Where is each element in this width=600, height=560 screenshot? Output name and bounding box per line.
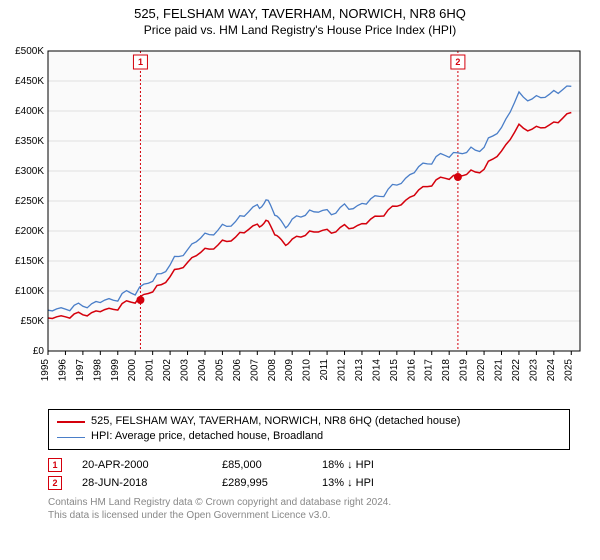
legend: 525, FELSHAM WAY, TAVERHAM, NORWICH, NR8… [48,409,570,450]
svg-text:2009: 2009 [284,359,295,382]
svg-text:2007: 2007 [249,359,260,382]
svg-text:2003: 2003 [180,359,191,382]
svg-text:£400K: £400K [15,106,44,117]
svg-text:2005: 2005 [214,359,225,382]
marker-row-2: 2 28-JUN-2018 £289,995 13% ↓ HPI [48,474,570,492]
svg-text:2014: 2014 [371,359,382,382]
chart-area: £0 £50K £100K £150K £200K £250K £300K £350K £400… [0,41,600,401]
svg-text:2000: 2000 [127,359,138,382]
marker-date-2: 28-JUN-2018 [82,477,202,489]
svg-text:£450K: £450K [15,76,44,87]
attribution: Contains HM Land Registry data © Crown c… [48,496,570,522]
svg-text:2016: 2016 [406,359,417,382]
svg-text:£200K: £200K [15,226,44,237]
chart-title: 525, FELSHAM WAY, TAVERHAM, NORWICH, NR8… [0,0,600,21]
svg-text:1996: 1996 [57,359,68,382]
svg-text:£300K: £300K [15,166,44,177]
svg-text:2017: 2017 [424,359,435,382]
marker-price-1: £85,000 [222,459,302,471]
svg-text:2015: 2015 [389,359,400,382]
svg-text:2022: 2022 [511,359,522,382]
attribution-line-2: This data is licensed under the Open Gov… [48,509,570,522]
marker-badge-1: 1 [48,458,62,472]
svg-text:2020: 2020 [476,359,487,382]
svg-text:£350K: £350K [15,136,44,147]
svg-text:£0: £0 [33,346,45,357]
svg-text:£100K: £100K [15,286,44,297]
svg-text:2001: 2001 [145,359,156,382]
svg-text:2010: 2010 [302,359,313,382]
svg-text:1998: 1998 [92,359,103,382]
svg-text:£50K: £50K [21,316,45,327]
svg-text:2: 2 [455,57,460,67]
svg-text:2021: 2021 [494,359,505,382]
svg-text:2006: 2006 [232,359,243,382]
svg-text:2019: 2019 [459,359,470,382]
svg-text:2002: 2002 [162,359,173,382]
line-chart-svg: £0 £50K £100K £150K £200K £250K £300K £350K £400… [0,41,600,401]
svg-text:2024: 2024 [546,359,557,382]
marker-table: 1 20-APR-2000 £85,000 18% ↓ HPI 2 28-JUN… [48,456,570,492]
svg-text:2023: 2023 [528,359,539,382]
marker-diff-2: 13% ↓ HPI [322,477,422,489]
marker-diff-1: 18% ↓ HPI [322,459,422,471]
svg-text:1997: 1997 [75,359,86,382]
svg-text:£500K: £500K [15,46,44,57]
svg-text:2011: 2011 [319,359,330,381]
svg-text:1999: 1999 [110,359,121,382]
legend-row-property: 525, FELSHAM WAY, TAVERHAM, NORWICH, NR8… [57,414,561,429]
legend-swatch-hpi [57,437,85,438]
svg-text:2025: 2025 [563,359,574,382]
svg-text:£250K: £250K [15,196,44,207]
svg-text:2012: 2012 [337,359,348,382]
svg-text:2004: 2004 [197,359,208,382]
svg-text:2008: 2008 [267,359,278,382]
svg-text:2018: 2018 [441,359,452,382]
marker-date-1: 20-APR-2000 [82,459,202,471]
marker-badge-2: 2 [48,476,62,490]
marker-price-2: £289,995 [222,477,302,489]
legend-label-hpi: HPI: Average price, detached house, Broa… [91,429,323,444]
svg-text:£150K: £150K [15,256,44,267]
svg-text:2013: 2013 [354,359,365,382]
svg-text:1995: 1995 [40,359,51,382]
attribution-line-1: Contains HM Land Registry data © Crown c… [48,496,570,509]
chart-subtitle: Price paid vs. HM Land Registry's House … [0,21,600,41]
svg-text:1: 1 [138,57,143,67]
chart-container: 525, FELSHAM WAY, TAVERHAM, NORWICH, NR8… [0,0,600,560]
marker-row-1: 1 20-APR-2000 £85,000 18% ↓ HPI [48,456,570,474]
legend-row-hpi: HPI: Average price, detached house, Broa… [57,429,561,444]
legend-swatch-property [57,421,85,423]
legend-label-property: 525, FELSHAM WAY, TAVERHAM, NORWICH, NR8… [91,414,460,429]
